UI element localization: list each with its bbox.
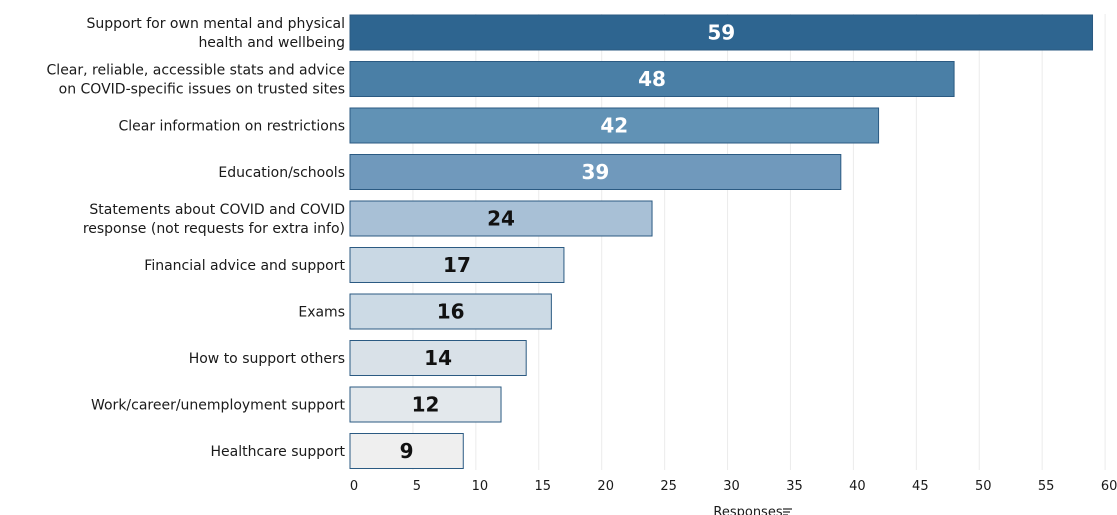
bar-value-label: 24 bbox=[487, 207, 515, 231]
category-label: Exams bbox=[298, 305, 345, 321]
bar-value-label: 16 bbox=[437, 300, 465, 324]
bar-value-label: 42 bbox=[600, 114, 628, 138]
x-tick-label: 40 bbox=[849, 479, 866, 494]
x-tick-label: 5 bbox=[413, 479, 421, 494]
category-label: Clear information on restrictions bbox=[118, 119, 345, 135]
x-axis: 0 5 10 15 20 25 30 35 40 45 50 55 60 bbox=[350, 479, 1117, 494]
x-tick-label: 45 bbox=[912, 479, 929, 494]
category-label: Financial advice and support bbox=[144, 258, 345, 274]
bar-value-label: 9 bbox=[400, 439, 414, 463]
bar[interactable] bbox=[349, 107, 880, 144]
bar-value-label: 39 bbox=[581, 160, 609, 184]
bar-value-label: 48 bbox=[638, 67, 666, 91]
bar-value-label: 14 bbox=[424, 346, 452, 370]
bar[interactable] bbox=[349, 433, 464, 469]
category-label: Education/schools bbox=[218, 165, 345, 181]
bars bbox=[349, 14, 1094, 469]
x-tick-label: 25 bbox=[660, 479, 677, 494]
x-tick-label: 35 bbox=[786, 479, 803, 494]
category-label: Work/career/unemployment support bbox=[91, 398, 346, 414]
category-label: Support for own mental and physical healt… bbox=[86, 16, 345, 51]
x-tick-label: 50 bbox=[975, 479, 992, 494]
bar[interactable] bbox=[349, 200, 653, 237]
bar-value-label: 17 bbox=[443, 253, 471, 277]
sort-descending-icon[interactable] bbox=[783, 508, 792, 515]
bar[interactable] bbox=[349, 340, 527, 376]
bar-value-label: 59 bbox=[707, 21, 735, 45]
bar[interactable] bbox=[349, 293, 552, 330]
x-tick-label: 20 bbox=[597, 479, 614, 494]
bar[interactable] bbox=[349, 386, 502, 423]
x-tick-label: 60 bbox=[1101, 479, 1117, 494]
bar[interactable] bbox=[349, 154, 842, 190]
category-label: Healthcare support bbox=[210, 444, 345, 460]
category-label: Clear, reliable, accessible stats and ad… bbox=[47, 63, 345, 98]
x-axis-title: Responses bbox=[713, 505, 782, 515]
category-labels: Support for own mental and physical healt… bbox=[47, 16, 346, 460]
bar[interactable] bbox=[349, 14, 1094, 51]
bar[interactable] bbox=[349, 61, 955, 97]
bar-value-label: 12 bbox=[412, 393, 440, 417]
x-tick-label: 10 bbox=[472, 479, 489, 494]
x-tick-label: 15 bbox=[535, 479, 552, 494]
bar[interactable] bbox=[349, 247, 565, 283]
category-label: How to support others bbox=[189, 351, 345, 367]
x-tick-label: 30 bbox=[723, 479, 740, 494]
x-tick-label: 55 bbox=[1038, 479, 1055, 494]
category-label: Statements about COVID and COVID response… bbox=[83, 202, 345, 237]
value-labels: 59 48 42 39 24 17 16 14 12 9 bbox=[400, 21, 736, 464]
x-tick-label: 0 bbox=[350, 479, 358, 494]
